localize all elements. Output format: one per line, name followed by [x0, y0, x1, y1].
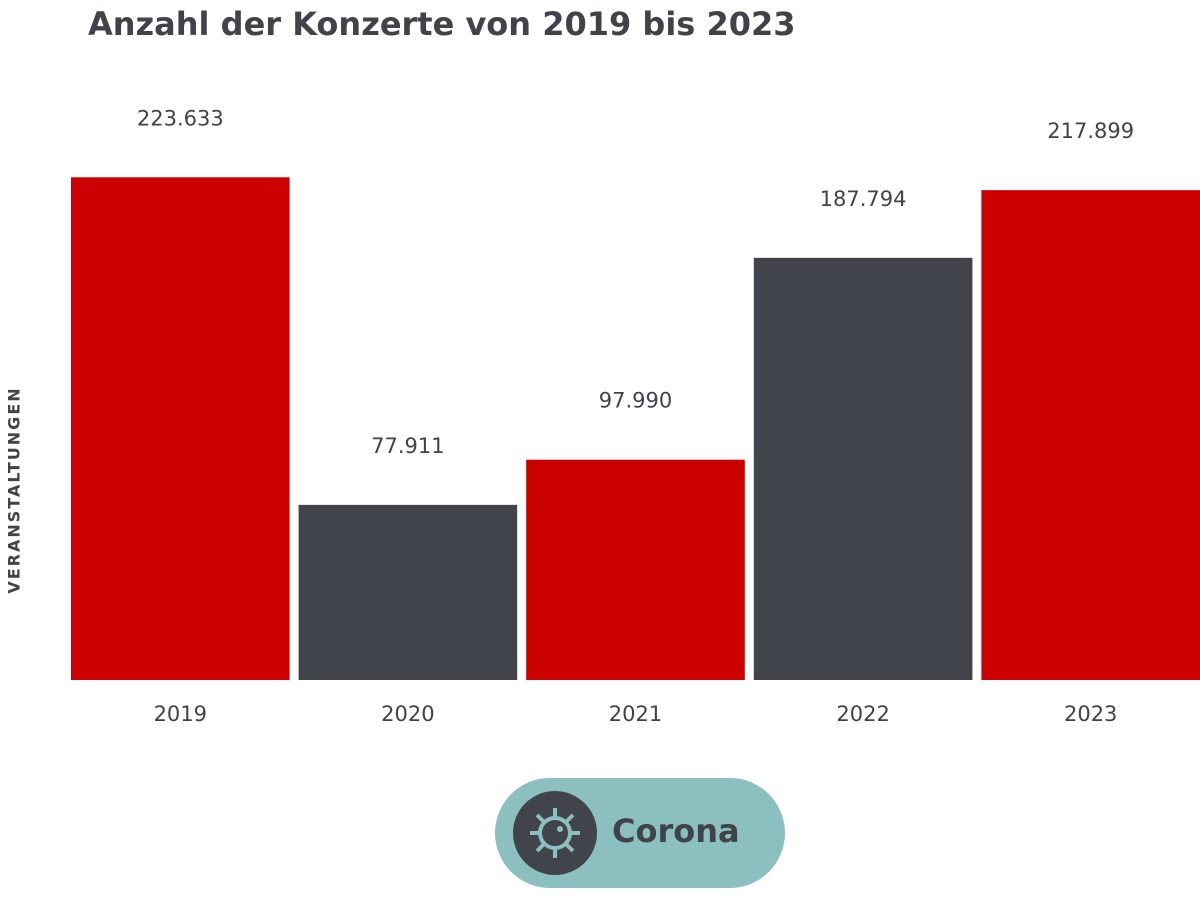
x-tick-label: 2023 [1064, 702, 1117, 726]
value-label: 187.794 [820, 187, 907, 211]
x-tick-label: 2020 [381, 702, 434, 726]
legend[interactable]: Corona [495, 778, 785, 888]
y-axis-label: VERANSTALTUNGEN [5, 386, 24, 593]
virus-dot [557, 826, 563, 832]
value-label: 77.911 [371, 434, 444, 458]
legend-label[interactable]: Corona [612, 812, 740, 850]
x-tick-label: 2021 [609, 702, 662, 726]
value-label: 217.899 [1047, 119, 1134, 143]
legend-icon [513, 791, 597, 875]
bar [753, 257, 973, 680]
bar [71, 177, 290, 680]
x-tick-label: 2022 [836, 702, 889, 726]
chart-title: Anzahl der Konzerte von 2019 bis 2023 [88, 5, 796, 43]
value-label: 97.990 [599, 389, 672, 413]
bar [298, 504, 518, 680]
virus-icon [530, 808, 580, 858]
value-label: 223.633 [137, 106, 224, 130]
bar [981, 190, 1200, 680]
bar [526, 459, 745, 680]
x-tick-label: 2019 [154, 702, 207, 726]
